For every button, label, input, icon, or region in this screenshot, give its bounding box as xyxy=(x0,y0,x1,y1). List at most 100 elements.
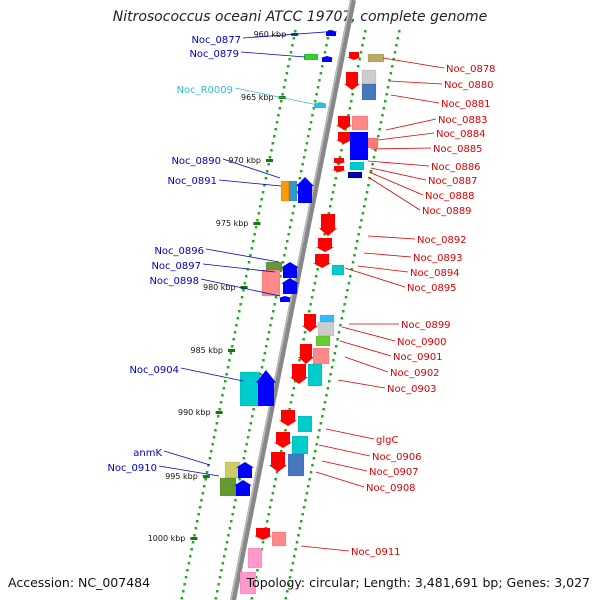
tick-dot xyxy=(284,429,287,432)
tick-dot xyxy=(256,569,259,572)
tick-dot xyxy=(307,485,310,488)
tick-dot xyxy=(184,576,188,579)
tick-dot xyxy=(224,548,227,551)
tick-dot xyxy=(348,107,352,110)
gene-arrow-up xyxy=(324,30,338,36)
tick-dot xyxy=(295,541,299,544)
tick-dot xyxy=(314,100,317,103)
tick-dot xyxy=(212,436,216,439)
tick-dot xyxy=(270,149,273,152)
tick-dot xyxy=(359,51,363,54)
gene-arrow-down xyxy=(336,116,352,130)
tick-dot xyxy=(229,352,233,355)
tick-dot xyxy=(330,366,334,369)
tick-dot xyxy=(282,86,286,89)
gene-arrow-up xyxy=(278,296,292,302)
gene-arrow-down xyxy=(279,410,297,426)
gene-block xyxy=(239,371,261,407)
tick-dot xyxy=(300,170,303,173)
left-gene-label-leader xyxy=(158,465,220,477)
tick-dot xyxy=(287,233,290,236)
left-gene-label: Noc_0879 xyxy=(189,49,239,60)
tick-dot xyxy=(265,345,268,348)
tick-dot xyxy=(395,44,398,47)
tick-dot xyxy=(263,352,267,355)
right-gene-label: Noc_0885 xyxy=(433,144,483,155)
tick-dot xyxy=(205,471,209,474)
gene-block xyxy=(307,363,323,387)
tick-dot xyxy=(305,492,309,495)
tick-dot xyxy=(269,324,272,327)
right-gene-label: Noc_0883 xyxy=(438,115,488,126)
tick-dot xyxy=(316,436,320,439)
tick-dot xyxy=(226,366,230,369)
tick-dot xyxy=(251,415,254,418)
gene-block xyxy=(351,115,369,131)
gene-arrow-up xyxy=(256,370,276,406)
tick-dot xyxy=(270,317,274,320)
tick-dot xyxy=(249,422,253,425)
tick-dot xyxy=(308,128,311,131)
tick-dot xyxy=(392,58,395,61)
tick-dot xyxy=(344,128,347,131)
tick-dot xyxy=(238,478,241,481)
tick-dot xyxy=(240,296,244,299)
tick-dot xyxy=(289,51,293,54)
tick-dot xyxy=(290,569,293,572)
right-gene-label-leader xyxy=(300,545,350,552)
tick-dot xyxy=(325,44,328,47)
tick-dot xyxy=(204,478,207,481)
tick-dot xyxy=(232,506,236,509)
gene-arrow-down xyxy=(332,166,346,172)
tick-dot xyxy=(288,408,291,411)
tick-dot xyxy=(329,373,332,376)
tick-dot xyxy=(377,135,380,138)
tick-dot xyxy=(321,65,324,68)
left-gene-label: Noc_0877 xyxy=(191,35,241,46)
right-gene-label-leader xyxy=(388,80,443,85)
tick-dot xyxy=(288,58,291,61)
tick-dot xyxy=(247,261,251,264)
tick-dot xyxy=(333,352,337,355)
tick-dot xyxy=(364,30,367,33)
tick-dot xyxy=(235,324,238,327)
kbp-label: 995 kbp xyxy=(165,472,198,481)
tick-dot xyxy=(295,191,299,194)
tick-dot xyxy=(280,450,283,453)
tick-dot xyxy=(283,254,286,257)
tick-dot xyxy=(328,380,331,383)
tick-dot xyxy=(337,163,340,166)
gene-arrow-up xyxy=(281,278,299,294)
right-gene-label-leader xyxy=(357,265,409,273)
tick-dot xyxy=(246,436,250,439)
gene-arrow-down xyxy=(313,254,331,268)
tick-dot xyxy=(214,429,217,432)
tick-dot xyxy=(350,100,353,103)
tick-dot xyxy=(284,597,288,600)
gene-block xyxy=(303,53,319,61)
gene-block xyxy=(224,461,241,479)
tick-dot xyxy=(216,590,219,593)
gene-arrow-up xyxy=(320,56,334,62)
tick-dot xyxy=(280,100,283,103)
tick-dot xyxy=(260,366,264,369)
tick-dot xyxy=(219,401,223,404)
tick-dot xyxy=(312,457,316,460)
gene-block xyxy=(349,161,365,171)
tick-dot xyxy=(180,597,184,600)
tick-dot xyxy=(193,534,196,537)
tick-dot xyxy=(340,149,343,152)
left-gene-label: anmK xyxy=(133,448,162,459)
tick-dot xyxy=(274,296,278,299)
tick-dot xyxy=(315,93,318,96)
tick-dot xyxy=(307,135,310,138)
right-gene-label: Noc_0903 xyxy=(387,384,437,395)
tick-dot xyxy=(285,72,289,75)
tick-dot xyxy=(291,394,294,397)
tick-dot xyxy=(347,114,350,117)
tick-dot xyxy=(370,170,373,173)
kbp-label: 970 kbp xyxy=(228,156,261,165)
tick-dot xyxy=(284,79,287,82)
gene-arrow-up xyxy=(281,262,299,278)
right-gene-label: Noc_0893 xyxy=(413,253,463,264)
